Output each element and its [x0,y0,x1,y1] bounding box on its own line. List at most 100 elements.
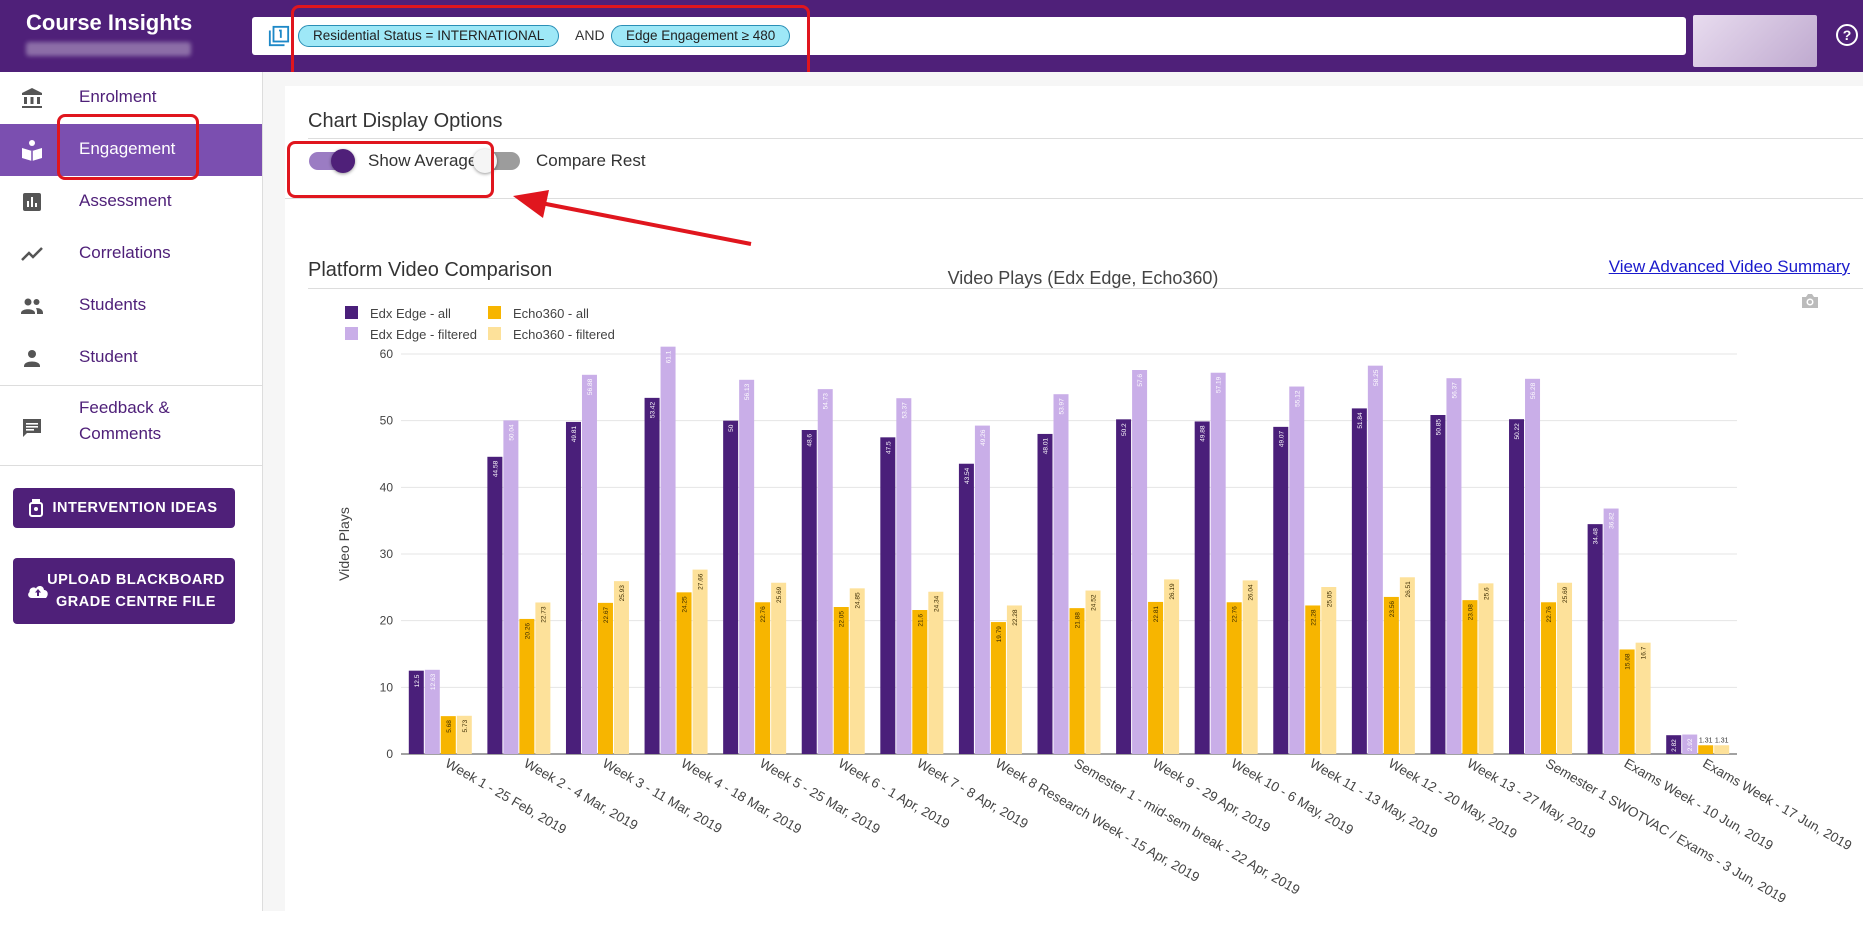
main-content: Chart Display Options Show Averages Comp… [263,72,1863,926]
show-averages-toggle[interactable] [309,149,355,173]
sidebar-item-student[interactable]: Student [0,332,262,384]
data-label: 27.66 [698,573,705,590]
legend-swatch [345,327,358,340]
bar [456,715,472,754]
sidebar-item-engagement[interactable]: Engagement [0,124,262,176]
course-code-blurred [26,42,191,56]
upload-label-line2: GRADE CENTRE FILE [56,594,216,610]
comment-icon [23,419,41,437]
toggle-knob [331,149,355,173]
legend-label: Echo360 - filtered [513,327,615,342]
data-label: 57.6 [1137,374,1144,387]
upload-blackboard-button[interactable]: UPLOAD BLACKBOARD GRADE CENTRE FILE [13,558,235,624]
bar [1226,602,1242,754]
sidebar: Enrolment Engagement Assessment Correlat… [0,72,263,911]
data-label: 5.68 [446,720,453,733]
data-label: 16.7 [1641,646,1648,659]
bar [1478,583,1494,754]
divider [285,198,1863,199]
bar [1462,600,1478,754]
sidebar-item-students[interactable]: Students [0,280,262,332]
data-label: 22.76 [760,606,767,623]
x-tick-label: Exams Week - 17 Jun, 2019 [1700,756,1854,854]
intervention-ideas-button[interactable]: INTERVENTION IDEAS [13,488,235,528]
data-label: 24.85 [855,592,862,609]
data-label: 57.19 [1216,376,1223,393]
data-label: 25.69 [776,586,783,603]
camera-icon[interactable] [1800,293,1820,309]
data-label: 23.08 [1467,604,1474,621]
bar [644,397,660,754]
filter-chip-residential[interactable]: Residential Status = INTERNATIONAL [298,25,560,47]
y-tick-label: 50 [380,414,394,428]
bar [1446,378,1462,754]
view-advanced-video-summary-link[interactable]: View Advanced Video Summary [1608,257,1850,276]
bar [1210,372,1226,754]
bar [1194,421,1210,754]
sidebar-item-assessment[interactable]: Assessment [0,176,262,228]
help-icon[interactable]: ? [1836,24,1858,46]
divider [308,138,1863,139]
data-label: 22.05 [839,611,846,628]
bar [1148,601,1164,754]
bar [928,591,944,754]
intervention-ideas-label: INTERVENTION IDEAS [52,500,218,516]
user-avatar[interactable] [1693,15,1817,67]
data-label: 20.26 [524,623,531,640]
bar [990,622,1006,754]
bar [771,582,787,754]
bar [896,398,912,754]
bar [1399,577,1415,754]
data-label: 43.54 [964,467,971,484]
sidebar-item-correlations[interactable]: Correlations [0,228,262,280]
bar [801,430,817,754]
bar [1037,433,1053,754]
data-label: 53.37 [901,402,908,419]
bar [440,716,456,754]
bar [519,618,535,754]
bar [1132,370,1148,754]
filter-chip-edge-engagement[interactable]: Edge Engagement ≥ 480 [611,25,791,47]
bar [1714,745,1730,754]
bar [1242,580,1258,754]
bar [1603,508,1619,754]
bar [1321,587,1337,754]
bar [1053,394,1069,754]
bar [1557,582,1573,754]
sidebar-item-label-line2: Comments [79,424,162,443]
sidebar-item-enrolment[interactable]: Enrolment [0,72,262,124]
bar [408,670,424,754]
sidebar-item-label: Engagement [79,139,176,158]
data-label: 22.76 [1546,606,1553,623]
data-label: 22.28 [1310,609,1317,626]
data-label: 1.31 [1699,737,1713,744]
sidebar-item-feedback[interactable]: Feedback & Comments [0,396,262,464]
bar [958,463,974,754]
data-label: 26.04 [1248,584,1255,601]
data-label: 22.81 [1153,606,1160,623]
data-label: 58.25 [1373,369,1380,386]
data-label: 56.37 [1451,382,1458,399]
bar [1698,745,1714,754]
filter-bar[interactable]: Residential Status = INTERNATIONAL AND E… [252,17,1686,55]
top-bar: Course Insights Residential Status = INT… [0,0,1863,72]
x-tick-label: Week 11 - 13 May, 2019 [1307,756,1440,841]
data-label: 24.25 [682,596,689,613]
bar [1085,590,1101,754]
show-averages-label: Show Averages [368,151,486,170]
bar [581,374,597,754]
sidebar-item-label: Student [79,347,138,366]
y-tick-label: 30 [380,547,394,561]
y-tick-label: 40 [380,480,394,494]
chart-options-title: Chart Display Options [308,110,503,132]
bar [613,581,629,754]
data-label: 12.63 [430,673,437,690]
bank-icon [22,88,42,108]
bar [833,607,849,754]
data-label: 55.12 [1294,390,1301,407]
filter-stack-icon[interactable] [268,25,290,47]
video-comparison-title: Platform Video Comparison [308,259,553,281]
data-label: 49.88 [1200,425,1207,442]
data-label: 25.93 [619,585,626,602]
data-label: 44.58 [492,460,499,477]
